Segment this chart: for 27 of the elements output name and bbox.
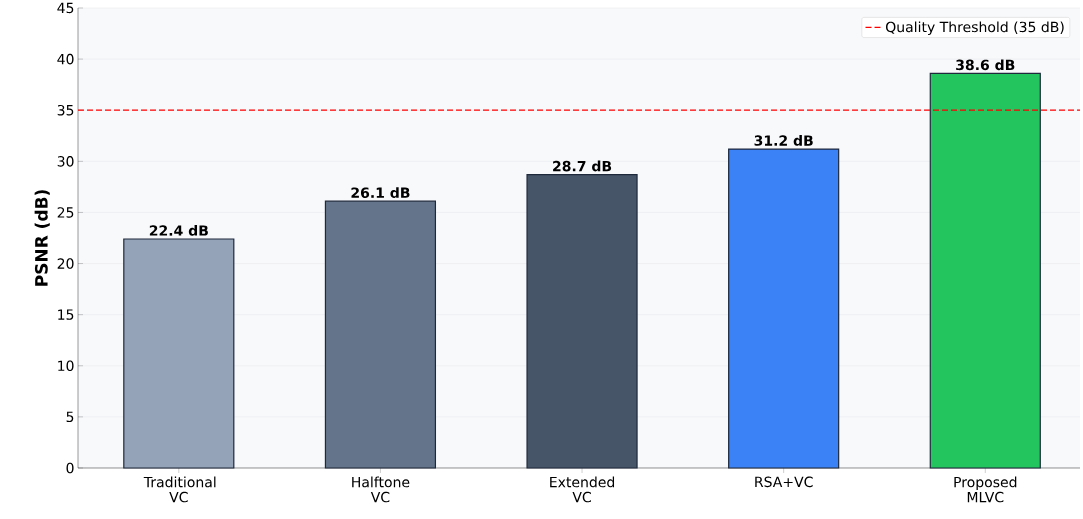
data-label: 38.6 dB (956, 59, 1015, 71)
y-tick-label: 25 (57, 207, 74, 218)
y-tick-label: 5 (66, 411, 74, 423)
data-label: 28.7 dB (553, 160, 612, 172)
y-tick-label: 15 (58, 309, 74, 320)
y-tick-label: 20 (57, 258, 74, 269)
y-tick-label: 45 (57, 2, 74, 14)
bar (123, 238, 235, 469)
legend-label: Quality Threshold (35 dB) (886, 21, 1064, 35)
y-tick-label: 40 (57, 53, 74, 65)
bar (929, 72, 1041, 469)
data-label: 31.2 dB (754, 135, 813, 146)
x-tick-label: Halftone VC (352, 476, 410, 503)
y-tick-label: 30 (57, 156, 74, 167)
bar (728, 148, 840, 469)
y-axis-title: PSNR (dB) (34, 190, 50, 286)
y-tick-label: 0 (66, 462, 74, 474)
data-label: 26.1 dB (351, 187, 410, 198)
x-tick-label: Proposed MLVC (954, 476, 1017, 503)
y-tick-label: 35 (57, 104, 74, 116)
bar (324, 200, 437, 469)
x-tick-label: Traditional VC (143, 476, 216, 503)
data-label: 22.4 dB (149, 224, 208, 236)
x-tick-label: Extended VC (550, 476, 615, 503)
x-tick-label: RSA+VC (755, 476, 813, 488)
bar (526, 174, 638, 469)
y-tick-label: 10 (58, 360, 74, 372)
